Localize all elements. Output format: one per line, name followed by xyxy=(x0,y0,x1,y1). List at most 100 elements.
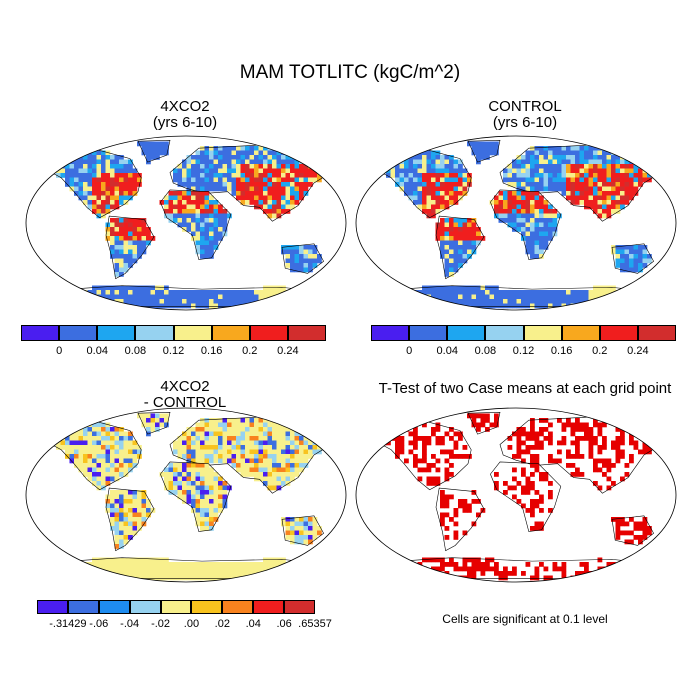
grid-cell xyxy=(83,454,88,459)
grid-cell xyxy=(326,150,331,156)
grid-cell xyxy=(453,290,459,295)
land-australia xyxy=(281,245,322,273)
grid-cell xyxy=(570,299,576,304)
grid-cell xyxy=(150,299,156,304)
grid-cell xyxy=(78,436,84,441)
grid-cell xyxy=(105,449,111,455)
map-panel-4xco2 xyxy=(25,135,347,311)
grid-cell xyxy=(467,177,472,183)
grid-cell xyxy=(204,254,210,259)
grid-cell xyxy=(606,186,612,192)
grid-cell xyxy=(155,303,160,309)
grid-cell xyxy=(240,155,246,160)
grid-cell xyxy=(602,436,607,441)
grid-cell xyxy=(222,177,228,183)
grid-cell xyxy=(570,168,576,174)
grid-cell xyxy=(395,173,400,178)
grid-cell xyxy=(395,155,400,160)
grid-cell xyxy=(534,436,540,441)
grid-cell xyxy=(462,236,468,241)
grid-cell xyxy=(182,476,187,482)
grid-cell xyxy=(114,463,120,468)
grid-cell xyxy=(507,218,513,223)
grid-cell xyxy=(308,422,313,428)
grid-cell xyxy=(521,209,526,214)
grid-cell xyxy=(132,512,138,518)
grid-cell xyxy=(200,476,205,482)
grid-cell xyxy=(78,575,84,581)
grid-cell xyxy=(195,445,201,450)
grid-cell xyxy=(543,168,549,174)
grid-cell xyxy=(629,299,634,304)
grid-cell xyxy=(444,535,450,540)
grid-cell xyxy=(258,458,264,464)
grid-cell xyxy=(485,413,490,419)
grid-cell xyxy=(489,146,495,151)
grid-cell xyxy=(146,427,151,432)
grid-cell xyxy=(209,566,214,572)
grid-cell xyxy=(83,164,88,169)
grid-cell xyxy=(606,146,612,151)
grid-cell xyxy=(290,249,295,255)
grid-cell xyxy=(606,294,612,300)
grid-cell xyxy=(294,571,300,576)
grid-cell xyxy=(281,173,286,178)
grid-cell xyxy=(294,431,300,437)
grid-cell xyxy=(191,159,196,165)
grid-cell xyxy=(476,141,481,147)
grid-cell xyxy=(285,245,291,250)
grid-cell xyxy=(83,177,88,183)
grid-cell xyxy=(579,290,585,295)
grid-cell xyxy=(204,240,210,246)
grid-cell xyxy=(209,427,214,432)
grid-cell xyxy=(480,294,486,300)
grid-cell xyxy=(123,254,129,259)
grid-cell xyxy=(552,209,558,214)
grid-cell xyxy=(128,458,133,464)
grid-cell xyxy=(254,436,259,441)
grid-cell xyxy=(128,240,133,246)
grid-cell xyxy=(272,209,277,214)
grid-cell xyxy=(209,481,214,486)
grid-cell xyxy=(182,562,187,567)
grid-cell xyxy=(78,150,84,156)
grid-cell xyxy=(431,191,436,196)
grid-cell xyxy=(503,575,508,581)
grid-cell xyxy=(204,526,210,531)
grid-cell xyxy=(593,150,598,156)
grid-cell xyxy=(317,290,322,295)
grid-cell xyxy=(548,213,553,219)
grid-cell xyxy=(548,431,553,437)
grid-cell xyxy=(638,177,643,183)
grid-cell xyxy=(182,490,187,495)
colorbar-tick-label: 0.16 xyxy=(550,345,573,357)
grid-cell xyxy=(258,186,264,192)
grid-cell xyxy=(240,200,246,205)
grid-cell xyxy=(507,195,513,201)
grid-cell xyxy=(503,173,508,178)
grid-cell xyxy=(575,422,580,428)
land-south-america xyxy=(435,218,486,277)
grid-cell xyxy=(177,562,183,567)
grid-cell xyxy=(299,463,304,468)
grid-cell xyxy=(110,526,115,531)
grid-cell xyxy=(426,440,432,446)
grid-cell xyxy=(177,222,183,228)
grid-cell xyxy=(182,463,187,468)
grid-cell xyxy=(290,263,295,268)
grid-cell xyxy=(444,222,450,228)
grid-cell xyxy=(453,245,459,250)
grid-cell xyxy=(123,508,129,513)
grid-cell xyxy=(561,186,567,192)
grid-cell xyxy=(539,227,544,232)
grid-cell xyxy=(489,200,495,205)
grid-cell xyxy=(263,449,268,455)
grid-cell xyxy=(651,164,657,169)
grid-cell xyxy=(74,562,79,567)
grid-cell xyxy=(276,571,282,576)
grid-cell xyxy=(236,445,241,450)
grid-cell xyxy=(119,227,124,232)
grid-cell xyxy=(462,222,468,228)
grid-cell xyxy=(494,213,499,219)
grid-cell xyxy=(317,562,322,567)
